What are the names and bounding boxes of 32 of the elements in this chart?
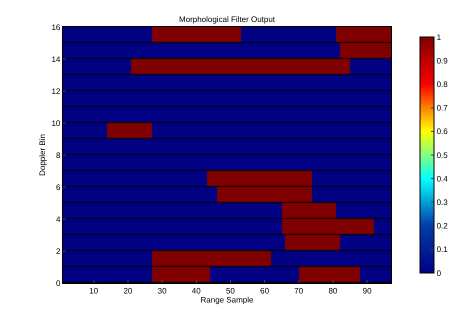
y-axis-title: Doppler Bin xyxy=(38,134,48,176)
x-tick-label: 30 xyxy=(158,286,168,296)
y-tick-label: 14 xyxy=(51,54,61,64)
y-tick-label: 10 xyxy=(51,118,61,128)
color-bar-label: 0 xyxy=(436,268,442,278)
chart-title: Morphological Filter Output xyxy=(178,15,276,24)
y-tick-label: 16 xyxy=(51,22,61,32)
x-tick-label: 90 xyxy=(362,286,372,296)
x-tick-label: 60 xyxy=(260,286,270,296)
x-tick-label: 20 xyxy=(123,286,133,296)
y-tick-label: 0 xyxy=(56,278,61,288)
x-tick-label: 50 xyxy=(226,286,236,296)
y-tick-label: 12 xyxy=(51,86,61,96)
color-bar-label: 0.6 xyxy=(436,127,448,136)
color-bar-label: 0.9 xyxy=(436,56,448,66)
color-bar-label: 1 xyxy=(436,32,442,42)
color-bar-label: 0.7 xyxy=(436,104,448,113)
y-tick-label: 6 xyxy=(56,182,61,192)
x-axis-title: Range Sample xyxy=(200,296,254,305)
y-tick-label: 8 xyxy=(56,150,61,160)
color-bar-label: 0.5 xyxy=(436,150,448,160)
color-bar-label: 0.4 xyxy=(436,174,448,184)
color-bar-label: 0.3 xyxy=(436,198,448,207)
color-bar-label: 0.2 xyxy=(436,222,448,231)
y-tick-label: 2 xyxy=(56,246,61,256)
color-bar-label: 0.1 xyxy=(436,245,448,254)
x-tick-label: 70 xyxy=(294,286,304,296)
y-tick-label: 4 xyxy=(56,214,61,224)
x-tick-label: 10 xyxy=(89,286,99,296)
x-tick-label: 40 xyxy=(192,286,202,296)
x-tick-label: 80 xyxy=(328,286,338,296)
color-bar-label: 0.8 xyxy=(436,80,448,89)
